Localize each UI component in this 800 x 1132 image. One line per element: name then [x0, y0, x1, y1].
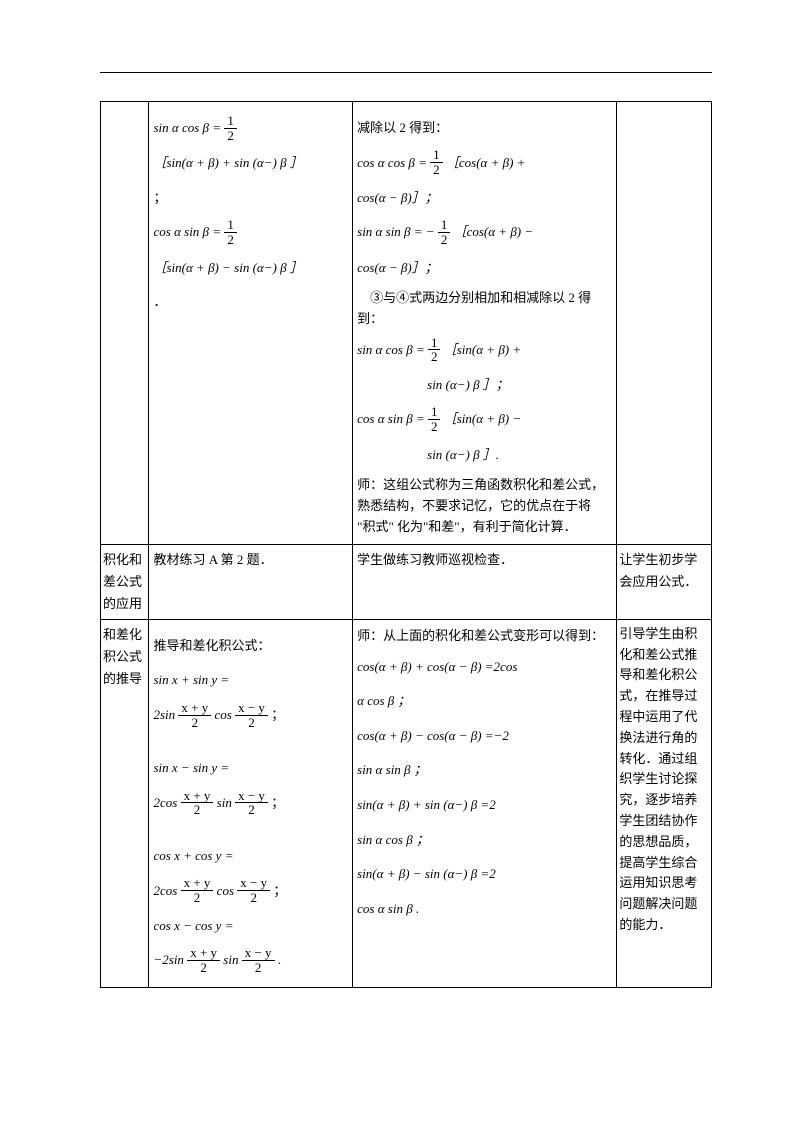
- formula-mid: sin: [217, 795, 232, 810]
- formula-text: ［sin(α + β) + sin (α−) β ］: [153, 149, 348, 178]
- table-row: sin α cos β = 12 ［sin(α + β) + sin (α−) …: [101, 102, 712, 545]
- cell-teacher-activity-2: 学生做练习教师巡视检查．: [353, 544, 617, 619]
- table-row: 和差化积公式的推导 推导和差化积公式： sin x + sin y = 2sin…: [101, 619, 712, 988]
- formula-pre: 2cos: [153, 795, 177, 810]
- cell-student-activity-3: 推导和差化积公式： sin x + sin y = 2sin x + y2 co…: [149, 619, 353, 988]
- formula-text: cos(α − β)］；: [357, 254, 612, 283]
- formula-text: sin α sin β = −: [357, 224, 434, 239]
- cell-topic-3: 和差化积公式的推导: [101, 619, 149, 988]
- formula-text: sin α cos β ；: [357, 826, 612, 855]
- formula-text: ［cos(α + β) +: [446, 155, 526, 170]
- formula-text: sin(α + β) − sin (α−) β =2: [357, 860, 612, 889]
- formula-mid: cos: [217, 883, 234, 898]
- formula-text: cos α sin β .: [357, 895, 612, 924]
- formula-pre: 2cos: [153, 883, 177, 898]
- intent-text: 引导学生由积化和差公式推导和差化积公式，在推导过程中运用了代换法进行角的转化．通…: [619, 626, 697, 932]
- formula-pre: −2sin: [153, 952, 183, 967]
- table-row: 积化和差公式的应用 教材练习 A 第 2 题． 学生做练习教师巡视检查． 让学生…: [101, 544, 712, 619]
- formula-text: cos(α + β) + cos(α − β) =2cos: [357, 653, 612, 682]
- formula-text: sin (α−) β ］；: [357, 371, 509, 400]
- cell-topic-2: 积化和差公式的应用: [101, 544, 149, 619]
- cell-intent-3: 引导学生由积化和差公式推导和差化积公式，在推导过程中运用了代换法进行角的转化．通…: [617, 619, 712, 988]
- formula-text: ［sin(α + β) −: [444, 411, 521, 426]
- cell-student-activity-2: 教材练习 A 第 2 题．: [149, 544, 353, 619]
- formula-text: sin x + sin y =: [153, 666, 348, 695]
- formula-text: cos α cos β =: [357, 155, 427, 170]
- punct: ；: [153, 184, 348, 213]
- lesson-plan-table: sin α cos β = 12 ［sin(α + β) + sin (α−) …: [100, 101, 712, 988]
- cell-teacher-activity-1: 减除以 2 得到： cos α cos β = 12 ［cos(α + β) +…: [353, 102, 617, 545]
- formula-text: ［sin(α + β) − sin (α−) β ］: [153, 254, 348, 283]
- cell-intent-2: 让学生初步学会应用公式．: [617, 544, 712, 619]
- teacher-text: 减除以 2 得到：: [357, 114, 612, 143]
- punct: ．: [153, 288, 348, 317]
- formula-text: ［cos(α + β) −: [454, 224, 534, 239]
- formula-end: .: [278, 952, 281, 967]
- formula-text: sin(α + β) + sin (α−) β =2: [357, 791, 612, 820]
- teacher-text: 师：从上面的积化和差公式变形可以得到：: [357, 626, 612, 647]
- cell-teacher-activity-3: 师：从上面的积化和差公式变形可以得到： cos(α + β) + cos(α −…: [353, 619, 617, 988]
- formula-mid: sin: [223, 952, 238, 967]
- formula-text: ［sin(α + β) +: [444, 342, 521, 357]
- formula-text: cos α sin β =: [153, 224, 221, 239]
- formula-pre: 2sin: [153, 707, 175, 722]
- formula-text: cos(α + β) − cos(α − β) =−2: [357, 722, 612, 751]
- formula-text: cos α sin β =: [357, 411, 425, 426]
- formula-text: cos x − cos y =: [153, 912, 348, 941]
- cell-topic-1: [101, 102, 149, 545]
- formula-end: ；: [273, 883, 286, 898]
- formula-text: cos x + cos y =: [153, 842, 348, 871]
- student-text: 推导和差化积公式：: [153, 632, 348, 661]
- formula-mid: cos: [215, 707, 232, 722]
- formula-text: sin α cos β =: [357, 342, 425, 357]
- formula-text: sin α cos β =: [153, 120, 221, 135]
- teacher-text: 师：这组公式称为三角函数积化和差公式，熟悉结构，不要求记忆，它的优点在于将 "积…: [357, 475, 612, 537]
- formula-text: sin (α−) β ］.: [357, 441, 499, 470]
- cell-student-activity-1: sin α cos β = 12 ［sin(α + β) + sin (α−) …: [149, 102, 353, 545]
- page-header-rule: [100, 72, 712, 73]
- formula-text: sin x − sin y =: [153, 754, 348, 783]
- formula-end: ；: [271, 707, 284, 722]
- cell-intent-1: [617, 102, 712, 545]
- teacher-text: ③与④式两边分别相加和相减除以 2 得到：: [357, 288, 612, 330]
- formula-text: cos(α − β)］；: [357, 184, 612, 213]
- formula-end: ；: [271, 795, 284, 810]
- formula-text: sin α sin β ；: [357, 756, 612, 785]
- formula-text: α cos β ；: [357, 687, 612, 716]
